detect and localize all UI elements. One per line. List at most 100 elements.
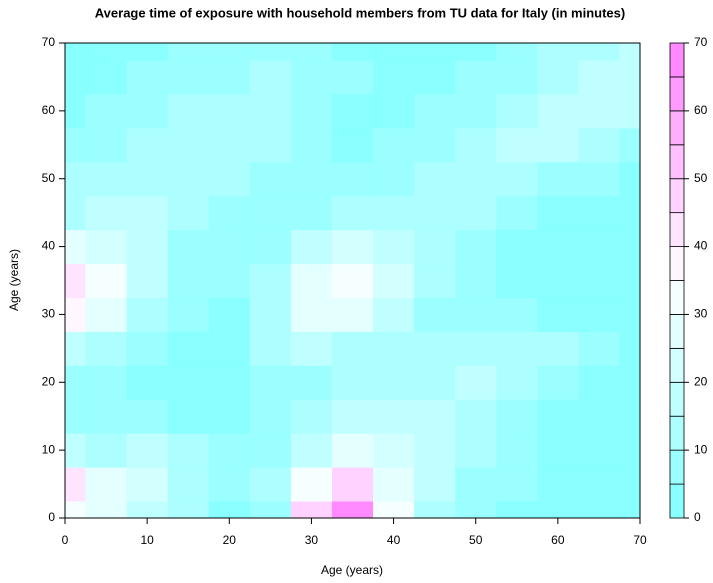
contour-cell xyxy=(167,43,210,61)
contour-cell xyxy=(373,297,415,332)
contour-cell xyxy=(537,433,579,468)
contour-cell xyxy=(85,229,128,265)
colorbar-band xyxy=(669,483,685,519)
contour-cell xyxy=(290,229,333,265)
colorbar-tick-label: 60 xyxy=(694,103,708,117)
contour-cell xyxy=(85,399,128,434)
contour-cell xyxy=(167,467,210,502)
x-tick-label: 0 xyxy=(62,533,69,547)
contour-cell xyxy=(619,263,641,298)
contour-cell xyxy=(85,365,128,400)
contour-cell xyxy=(331,297,374,332)
contour-cell xyxy=(537,195,579,231)
contour-cell xyxy=(455,331,497,366)
contour-cell xyxy=(537,229,579,265)
contour-cell xyxy=(85,161,128,197)
colorbar-band xyxy=(669,212,685,247)
contour-cell xyxy=(249,331,292,366)
contour-cell xyxy=(496,501,538,519)
contour-cell xyxy=(455,263,497,298)
contour-cell xyxy=(455,399,497,434)
contour-cell xyxy=(290,43,333,61)
colorbar-band xyxy=(669,144,685,180)
contour-cell xyxy=(496,127,538,163)
contour-cell xyxy=(373,365,415,400)
contour-cell xyxy=(414,93,456,129)
contour-cell xyxy=(85,263,128,298)
colorbar-tick-label: 50 xyxy=(694,171,708,185)
contour-cell xyxy=(414,501,456,519)
contour-cell xyxy=(414,467,456,502)
contour-cell xyxy=(249,297,292,332)
y-tick-label: 0 xyxy=(48,510,55,524)
contour-cell xyxy=(496,59,538,95)
colorbar-band xyxy=(669,280,685,315)
contour-cell xyxy=(496,467,538,502)
contour-cell xyxy=(65,43,87,61)
contour-cell xyxy=(126,195,169,231)
colorbar-band xyxy=(669,314,685,349)
contour-cell xyxy=(208,43,251,61)
contour-cell xyxy=(414,161,456,197)
contour-cell xyxy=(455,59,497,95)
contour-cell xyxy=(373,59,415,95)
contour-cell xyxy=(290,297,333,332)
contour-cell xyxy=(373,399,415,434)
contour-cell xyxy=(619,59,641,95)
contour-cell xyxy=(167,93,210,129)
contour-cell xyxy=(331,501,374,519)
contour-cell xyxy=(126,399,169,434)
contour-cell xyxy=(208,365,251,400)
contour-cell xyxy=(65,467,87,502)
x-tick-label: 10 xyxy=(140,533,154,547)
contour-cell xyxy=(331,127,374,163)
contour-cell xyxy=(619,467,641,502)
contour-cell xyxy=(455,43,497,61)
colorbar-band xyxy=(669,381,685,417)
contour-cell xyxy=(537,365,579,400)
x-tick-label: 30 xyxy=(305,533,319,547)
contour-cell xyxy=(578,399,620,434)
colorbar-tick-label: 40 xyxy=(694,239,708,253)
contour-cell xyxy=(414,43,456,61)
contour-cell xyxy=(578,161,620,197)
contour-cell xyxy=(496,399,538,434)
contour-cell xyxy=(208,297,251,332)
contour-cell xyxy=(619,43,641,61)
contour-cell xyxy=(578,433,620,468)
contour-cell xyxy=(455,297,497,332)
colorbar-tick-label: 0 xyxy=(694,510,701,524)
contour-cell xyxy=(167,433,210,468)
contour-cell xyxy=(65,161,87,197)
contour-cell xyxy=(126,43,169,61)
contour-cell xyxy=(85,43,128,61)
contour-cell xyxy=(126,127,169,163)
contour-cell xyxy=(208,467,251,502)
contour-cell xyxy=(85,127,128,163)
contour-cell xyxy=(126,467,169,502)
contour-cell xyxy=(290,467,333,502)
contour-cell xyxy=(537,297,579,332)
contour-cell xyxy=(167,399,210,434)
y-axis-label: Age (years) xyxy=(7,249,21,311)
contour-cell xyxy=(65,433,87,468)
contour-cell xyxy=(85,93,128,129)
contour-cell xyxy=(537,59,579,95)
contour-cell xyxy=(249,43,292,61)
contour-cell xyxy=(65,229,87,265)
contour-cell xyxy=(65,399,87,434)
colorbar-band xyxy=(669,110,685,146)
contour-cell xyxy=(619,365,641,400)
contour-cell xyxy=(249,263,292,298)
colorbar-band xyxy=(669,347,685,383)
contour-cell xyxy=(208,229,251,265)
contour-cell xyxy=(290,399,333,434)
x-tick-label: 50 xyxy=(469,533,483,547)
contour-cell xyxy=(496,195,538,231)
contour-cell xyxy=(619,127,641,163)
colorbar-band xyxy=(669,42,685,78)
contour-cell xyxy=(249,433,292,468)
y-tick-label: 10 xyxy=(42,442,56,456)
contour-cell xyxy=(249,195,292,231)
contour-cell xyxy=(496,229,538,265)
